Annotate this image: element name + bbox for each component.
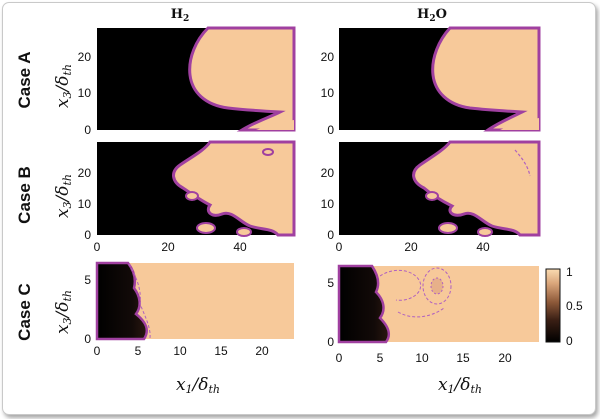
y-axis-label-row-b: x3/δth — [53, 174, 74, 218]
svg-text:10: 10 — [78, 86, 92, 100]
y-axis-label-row-c: x3/δth — [53, 290, 74, 334]
svg-text:15: 15 — [214, 344, 228, 358]
svg-text:40: 40 — [476, 240, 490, 254]
yticks-case-a-h2: 0 10 20 — [78, 50, 92, 137]
column-title-h2o: H2O — [417, 7, 447, 24]
row-label-case-c: Case C — [15, 283, 34, 341]
colorbar: 1 0.5 0 — [545, 265, 583, 348]
xticks-case-c-h2: 0 5 10 15 20 — [94, 344, 269, 358]
svg-text:0: 0 — [336, 351, 343, 365]
xticks-case-c-h2o: 0 5 10 15 20 — [336, 351, 512, 365]
svg-text:x1/δth: x1/δth — [438, 375, 482, 396]
panel-case-a-h2 — [97, 26, 296, 132]
yticks-case-c-h2o: 0 5 — [327, 276, 334, 349]
svg-text:20: 20 — [321, 50, 335, 64]
svg-text:0: 0 — [84, 332, 91, 346]
svg-text:0: 0 — [94, 240, 101, 254]
y-axis-label-row-a: x3/δth — [53, 64, 74, 108]
svg-text:0: 0 — [84, 123, 91, 137]
svg-text:0: 0 — [327, 335, 334, 349]
yticks-case-a-h2o: 0 10 20 — [321, 50, 335, 137]
xticks-case-b-h2: 0 20 40 — [94, 240, 247, 254]
svg-text:0: 0 — [84, 228, 91, 242]
svg-text:40: 40 — [233, 240, 247, 254]
svg-text:20: 20 — [161, 240, 175, 254]
panel-case-b-h2 — [97, 140, 296, 237]
svg-text:0: 0 — [94, 344, 101, 358]
column-title-h2: H2 — [171, 7, 190, 24]
colorbar-tick-mid: 0.5 — [566, 299, 583, 313]
panel-case-c-h2 — [95, 261, 294, 341]
xticks-case-b-h2o: 0 20 40 — [336, 240, 490, 254]
svg-text:5: 5 — [135, 344, 142, 358]
svg-text:20: 20 — [78, 166, 92, 180]
svg-text:x1/δth: x1/δth — [176, 375, 220, 396]
svg-text:10: 10 — [78, 197, 92, 211]
colorbar-tick-max: 1 — [566, 265, 573, 279]
row-label-case-b: Case B — [15, 166, 34, 224]
yticks-case-c-h2: 0 5 — [84, 273, 91, 346]
yticks-case-b-h2o: 0 10 20 — [321, 166, 335, 242]
svg-text:10: 10 — [415, 351, 429, 365]
svg-text:0: 0 — [327, 123, 334, 137]
yticks-case-b-h2: 0 10 20 — [78, 166, 92, 242]
svg-text:20: 20 — [321, 166, 335, 180]
svg-text:0: 0 — [336, 240, 343, 254]
svg-text:x3/δth: x3/δth — [53, 290, 74, 334]
svg-text:10: 10 — [321, 197, 335, 211]
svg-text:0: 0 — [327, 228, 334, 242]
x-axis-label-left: x1/δth — [176, 375, 220, 396]
svg-text:10: 10 — [321, 86, 335, 100]
svg-text:5: 5 — [327, 276, 334, 290]
x-axis-label-right: x1/δth — [438, 375, 482, 396]
svg-text:x3/δth: x3/δth — [53, 64, 74, 108]
svg-text:20: 20 — [78, 50, 92, 64]
panel-case-b-h2o — [339, 140, 541, 237]
svg-text:10: 10 — [173, 344, 187, 358]
colorbar-tick-min: 0 — [566, 334, 573, 348]
svg-text:20: 20 — [255, 344, 269, 358]
svg-text:x3/δth: x3/δth — [53, 174, 74, 218]
svg-text:5: 5 — [84, 273, 91, 287]
svg-text:5: 5 — [377, 351, 384, 365]
row-label-case-a: Case A — [15, 51, 34, 108]
svg-text:20: 20 — [498, 351, 512, 365]
svg-text:20: 20 — [404, 240, 418, 254]
panel-case-a-h2o — [339, 26, 541, 132]
panel-case-c-h2o — [337, 264, 539, 344]
svg-text:15: 15 — [456, 351, 470, 365]
